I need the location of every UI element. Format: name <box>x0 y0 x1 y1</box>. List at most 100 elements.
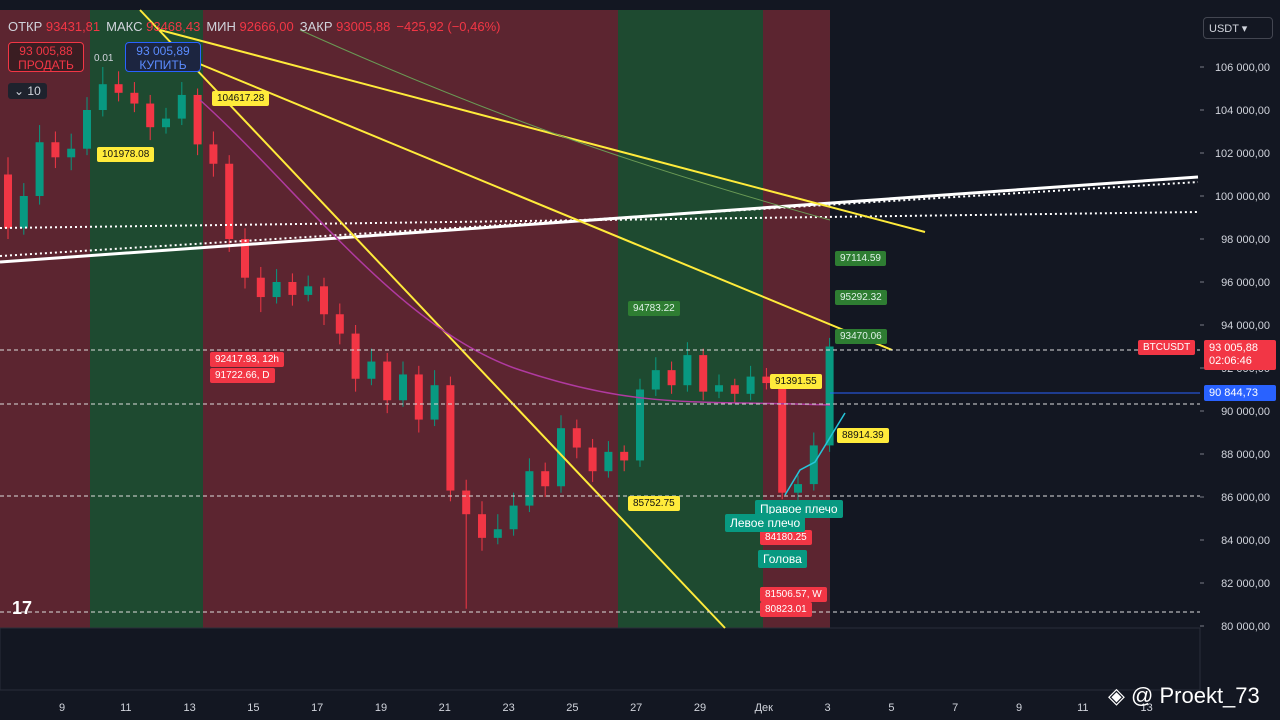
level-label: 85752.75 <box>628 496 680 511</box>
candle-body <box>256 277 265 298</box>
candle-body <box>288 282 297 295</box>
trendline <box>139 9 726 629</box>
watermark: ◈ @ Proekt_73 <box>1108 683 1260 708</box>
x-tick-label: 9 <box>59 702 65 714</box>
candle-body <box>177 94 186 119</box>
x-tick-label: 5 <box>888 702 894 714</box>
candle-body <box>509 505 518 530</box>
x-tick-label: 17 <box>311 702 323 714</box>
candle-body <box>114 84 123 93</box>
candle-body <box>51 142 60 158</box>
x-tick-label: Дек <box>755 702 774 714</box>
candle-body <box>430 385 439 420</box>
x-tick-label: 13 <box>183 702 195 714</box>
candle-body <box>667 370 676 386</box>
candle-body <box>699 355 708 392</box>
countdown: 02:06:46 <box>1209 355 1252 367</box>
value: 93005,88 <box>336 19 391 34</box>
moving-average <box>199 99 831 406</box>
level-label: 104617.28 <box>212 91 270 106</box>
candle-body <box>446 385 455 491</box>
x-tick-label: 3 <box>825 702 831 714</box>
sell-button[interactable]: 93 005,88 ПРОДАТЬ <box>8 42 84 72</box>
price: 93 005,88 <box>1209 342 1258 354</box>
symbol-tag: BTCUSDT <box>1138 340 1196 355</box>
level-label: 95292.32 <box>835 290 887 305</box>
x-tick-label: 15 <box>247 702 259 714</box>
bottom-pane <box>0 627 1201 691</box>
candle-body <box>462 490 471 515</box>
candle-body <box>35 142 44 196</box>
x-tick-label: 19 <box>375 702 387 714</box>
buy-button[interactable]: 93 005,89 КУПИТЬ <box>125 42 201 72</box>
y-tick-label: 96 000,00 <box>1221 277 1270 289</box>
candle-body <box>320 286 328 315</box>
x-tick-label: 23 <box>502 702 514 714</box>
y-tick-label: 80 000,00 <box>1221 621 1270 633</box>
x-tick-label: 25 <box>566 702 578 714</box>
candle-body <box>604 451 613 472</box>
candle-body <box>572 428 581 448</box>
level-label: 92417.93, 12h <box>210 352 284 367</box>
level-label: 91722.66, D <box>210 368 275 383</box>
x-tick-label: 21 <box>439 702 451 714</box>
level-label: 93470.06 <box>835 329 887 344</box>
price: 93 005,88 <box>19 44 73 58</box>
x-tick-label: 9 <box>1016 702 1022 714</box>
currency-select[interactable]: USDT ▾ <box>1203 17 1273 39</box>
candle-body <box>146 103 155 128</box>
y-tick-label: 90 000,00 <box>1221 406 1270 418</box>
candle-body <box>193 94 202 145</box>
x-tick-label: 11 <box>1077 702 1088 714</box>
candle-body <box>557 428 565 487</box>
candle-body <box>478 514 486 538</box>
x-tick-label: 27 <box>630 702 642 714</box>
trendline <box>189 59 893 351</box>
candle-body <box>620 451 629 461</box>
candle-body <box>794 484 802 493</box>
logo: 17 <box>12 598 32 618</box>
level-label: 101978.08 <box>97 147 155 162</box>
date-axis: 9 11 13 15 17 19 21 23 25 27 29 Дек 3 5 7 9 11 13 <box>59 702 1153 714</box>
candle-body <box>809 445 818 485</box>
value: 93468,43 <box>146 19 201 34</box>
value: 93431,81 <box>45 19 101 34</box>
candle-body <box>67 148 76 158</box>
candle-body <box>304 286 313 295</box>
value: USDT <box>1209 23 1239 35</box>
candle-body <box>383 361 392 401</box>
candle-body <box>541 471 550 487</box>
candle-body <box>730 385 739 394</box>
y-tick-label: 98 000,00 <box>1221 234 1270 246</box>
x-tick-label: 13 <box>1140 702 1152 714</box>
bg-band <box>618 10 763 628</box>
x-tick-label: 11 <box>120 702 131 714</box>
y-tick-label: 100 000,00 <box>1215 191 1270 203</box>
text: @ Proekt_73 <box>1131 683 1260 708</box>
candle-body <box>399 374 407 401</box>
label: ЗАКР <box>299 19 333 34</box>
candle-body <box>683 355 692 386</box>
pattern-line <box>784 412 846 496</box>
candle-body <box>367 361 376 379</box>
pattern-label: Голова <box>758 550 807 568</box>
y-tick-label: 84 000,00 <box>1221 535 1270 547</box>
label: ПРОДАТЬ <box>18 58 74 72</box>
level-label: 97114.59 <box>835 251 886 266</box>
label: МАКС <box>106 19 143 34</box>
y-tick-label: 94 000,00 <box>1221 320 1270 332</box>
quantity[interactable]: ⌄ 10 <box>8 83 47 99</box>
candle-body <box>778 383 787 493</box>
pattern-label: Левое плечо <box>725 514 806 532</box>
y-tick-label: 82 000,00 <box>1221 578 1270 590</box>
ohlc-header: ОТКР 93431,81 МАКС 93468,43 МИН 92666,00 ЗА… <box>8 19 506 34</box>
candle-body <box>651 370 660 390</box>
value: 10 <box>27 84 41 98</box>
y-tick-label: 86 000,00 <box>1221 492 1270 504</box>
label: ОТКР <box>8 19 43 34</box>
x-tick-label: 7 <box>952 702 958 714</box>
candle-body <box>19 196 28 229</box>
bg-band <box>0 10 90 628</box>
